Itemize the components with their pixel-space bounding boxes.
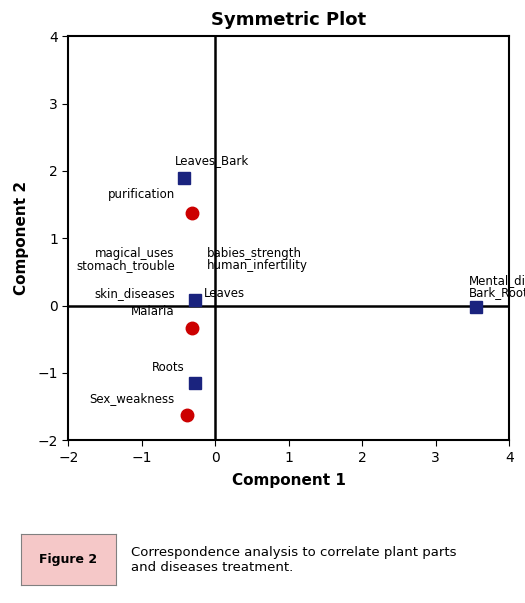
Text: stomach_trouble: stomach_trouble [76, 259, 175, 272]
X-axis label: Component 1: Component 1 [232, 473, 345, 488]
Text: Sex_weakness: Sex_weakness [90, 392, 175, 405]
Text: Leaves_Bark: Leaves_Bark [175, 154, 249, 168]
Text: Correspondence analysis to correlate plant parts
and diseases treatment.: Correspondence analysis to correlate pla… [131, 546, 457, 573]
Text: magical_uses: magical_uses [96, 247, 175, 260]
Text: human_infertility: human_infertility [206, 259, 308, 272]
Text: Figure 2: Figure 2 [39, 553, 97, 566]
Title: Symmetric Plot: Symmetric Plot [211, 11, 366, 29]
Text: purification: purification [108, 188, 175, 201]
Text: Leaves: Leaves [204, 287, 245, 300]
Text: Mental_disease: Mental_disease [469, 274, 525, 286]
Text: babies_strength: babies_strength [206, 247, 301, 260]
Text: skin_diseases: skin_diseases [94, 287, 175, 300]
Text: Malaria: Malaria [131, 305, 175, 318]
Text: Roots: Roots [152, 361, 184, 374]
Y-axis label: Component 2: Component 2 [14, 181, 29, 295]
Text: Bark_Roots: Bark_Roots [469, 286, 525, 298]
